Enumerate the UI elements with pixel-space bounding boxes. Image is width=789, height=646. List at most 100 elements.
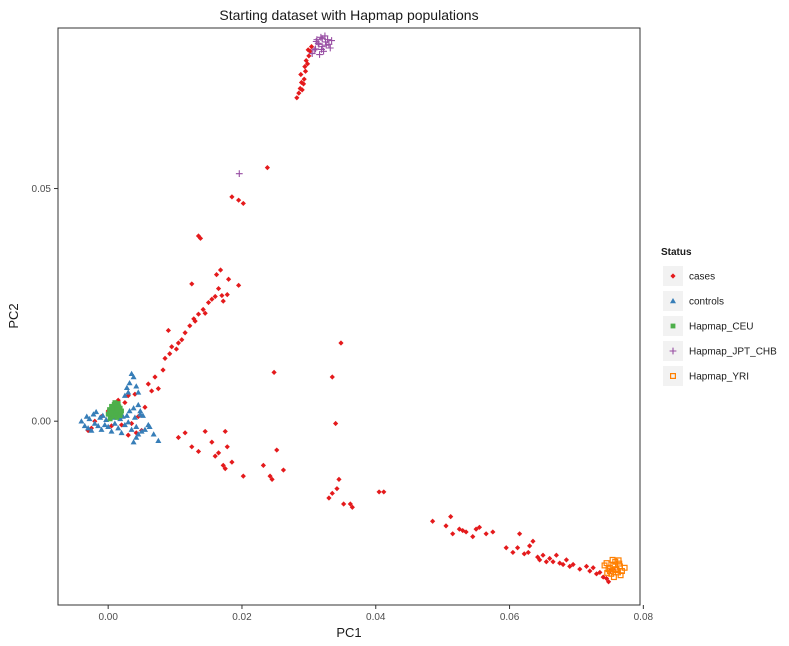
point-cases [213, 272, 220, 278]
point-controls [123, 412, 130, 418]
point-cases [557, 560, 563, 566]
point-controls [126, 407, 133, 414]
point-cases [560, 561, 566, 568]
legend-label-cases: cases [689, 272, 715, 283]
point-cases [326, 495, 332, 501]
point-hapmap-jpt-chb [324, 36, 331, 44]
point-hapmap-ceu [107, 416, 113, 422]
point-cases [302, 64, 308, 70]
point-cases [483, 531, 489, 537]
point-cases [537, 557, 543, 563]
y-axis-title: PC2 [6, 303, 21, 328]
point-cases [299, 87, 305, 93]
point-cases [473, 526, 479, 532]
point-cases [563, 557, 570, 563]
point-controls [95, 422, 102, 429]
point-cases [187, 323, 193, 329]
point-cases [209, 296, 215, 302]
point-controls [83, 413, 90, 419]
point-controls [141, 426, 148, 432]
point-hapmap-yri [601, 562, 608, 569]
point-cases [334, 486, 340, 492]
point-cases [547, 555, 553, 562]
point-cases [336, 476, 342, 482]
point-cases [503, 545, 509, 551]
point-cases [189, 281, 195, 287]
point-cases [570, 561, 576, 568]
point-cases [308, 44, 315, 50]
point-cases [304, 61, 311, 67]
point-controls [105, 423, 112, 430]
point-cases [298, 71, 304, 78]
point-controls [128, 426, 135, 432]
point-cases [149, 388, 155, 394]
point-hapmap-ceu [111, 402, 117, 407]
x-tick-label: 0.04 [366, 612, 386, 623]
point-cases [490, 529, 496, 535]
point-hapmap-ceu [116, 404, 122, 410]
point-cases [189, 444, 195, 450]
point-controls [91, 420, 98, 426]
point-cases [217, 267, 224, 273]
point-controls [130, 405, 137, 411]
point-controls [150, 431, 157, 437]
point-cases [530, 538, 536, 544]
point-cases [220, 298, 226, 304]
point-cases [587, 568, 593, 574]
point-cases [220, 462, 226, 469]
point-cases [212, 293, 218, 300]
y-axis: 0.00 0.05 [32, 184, 58, 428]
point-controls [88, 427, 95, 433]
point-cases [567, 563, 573, 569]
point-cases [376, 489, 382, 495]
y-tick-label: 0.00 [32, 417, 52, 428]
point-cases [222, 428, 228, 435]
point-hapmap-jpt-chb [318, 46, 325, 53]
point-cases [205, 299, 212, 306]
point-cases [160, 367, 166, 373]
point-cases [209, 439, 215, 445]
point-cases [236, 197, 242, 203]
point-hapmap-ceu [105, 411, 111, 417]
point-cases [222, 466, 228, 472]
point-cases [590, 565, 596, 571]
point-cases [297, 85, 303, 92]
chart-title: Starting dataset with Hapmap populations [219, 7, 478, 23]
point-hapmap-yri [609, 556, 616, 563]
point-controls [103, 416, 110, 423]
point-cases [300, 81, 307, 87]
point-cases [456, 526, 462, 532]
point-controls [121, 421, 128, 428]
point-cases [215, 285, 222, 292]
point-hapmap-jpt-chb [322, 41, 330, 49]
point-controls [133, 423, 140, 430]
x-axis-title: PC1 [336, 625, 361, 640]
point-hapmap-ceu [107, 407, 112, 412]
point-controls [118, 429, 125, 436]
legend: Status cases controls Hapmap_CEU Hapmap_JPT… [661, 247, 777, 386]
point-cases [167, 351, 173, 357]
point-cases [381, 489, 387, 495]
point-cases [269, 476, 275, 482]
point-controls [85, 425, 92, 431]
point-cases [240, 200, 246, 207]
point-controls [121, 392, 128, 398]
point-hapmap-ceu [118, 409, 124, 415]
point-cases [550, 559, 556, 565]
point-cases [165, 327, 171, 334]
point-cases [514, 545, 521, 551]
point-cases [298, 79, 305, 86]
point-hapmap-yri [621, 564, 628, 571]
point-cases [212, 453, 218, 459]
point-hapmap-ceu [115, 407, 120, 413]
point-controls [135, 401, 142, 408]
point-cases [169, 344, 175, 350]
point-controls [133, 434, 140, 440]
point-hapmap-ceu [117, 413, 123, 419]
point-hapmap-ceu [115, 401, 121, 406]
point-hapmap-jpt-chb [312, 45, 319, 53]
point-controls [99, 412, 106, 418]
point-cases [463, 529, 469, 535]
point-cases [162, 355, 168, 361]
